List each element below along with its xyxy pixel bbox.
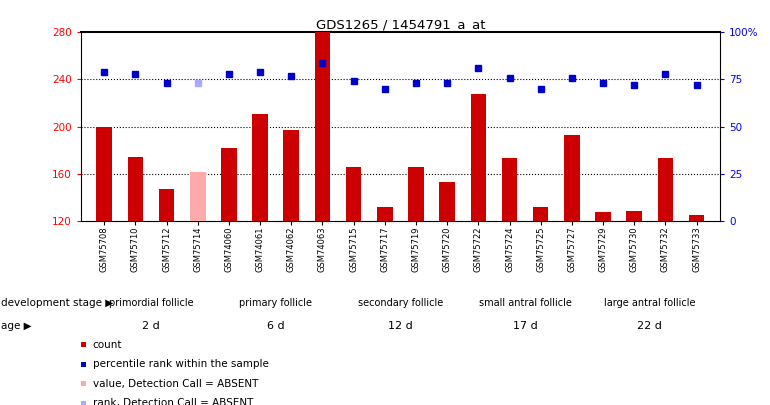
Bar [658,158,673,221]
Text: small antral follicle: small antral follicle [479,298,571,308]
Text: 2 d: 2 d [142,321,160,331]
Bar [283,130,299,221]
Bar [96,126,112,221]
Text: 12 d: 12 d [388,321,413,331]
Bar [627,211,642,221]
Text: secondary follicle: secondary follicle [358,298,443,308]
Text: large antral follicle: large antral follicle [604,298,695,308]
Text: 22 d: 22 d [638,321,662,331]
Text: rank, Detection Call = ABSENT: rank, Detection Call = ABSENT [92,398,253,405]
Title: GDS1265 / 1454791_a_at: GDS1265 / 1454791_a_at [316,18,485,31]
Bar [159,189,174,221]
Text: count: count [92,340,122,350]
Text: primary follicle: primary follicle [239,298,312,308]
Text: 6 d: 6 d [267,321,284,331]
Bar [408,166,424,221]
Bar [128,157,143,221]
Text: percentile rank within the sample: percentile rank within the sample [92,359,269,369]
Bar [377,207,393,221]
Text: development stage ▶: development stage ▶ [1,298,113,308]
Text: 17 d: 17 d [513,321,537,331]
Bar [564,135,580,221]
Bar [190,173,206,221]
Text: value, Detection Call = ABSENT: value, Detection Call = ABSENT [92,379,258,389]
Bar [533,207,548,221]
Bar [689,215,705,221]
Text: primordial follicle: primordial follicle [109,298,193,308]
Bar [315,32,330,221]
Bar [253,114,268,221]
Bar [502,158,517,221]
Bar [440,182,455,221]
Bar [595,213,611,221]
Text: age ▶: age ▶ [1,321,32,331]
Bar [221,148,236,221]
Bar [346,166,361,221]
Bar [470,94,486,221]
